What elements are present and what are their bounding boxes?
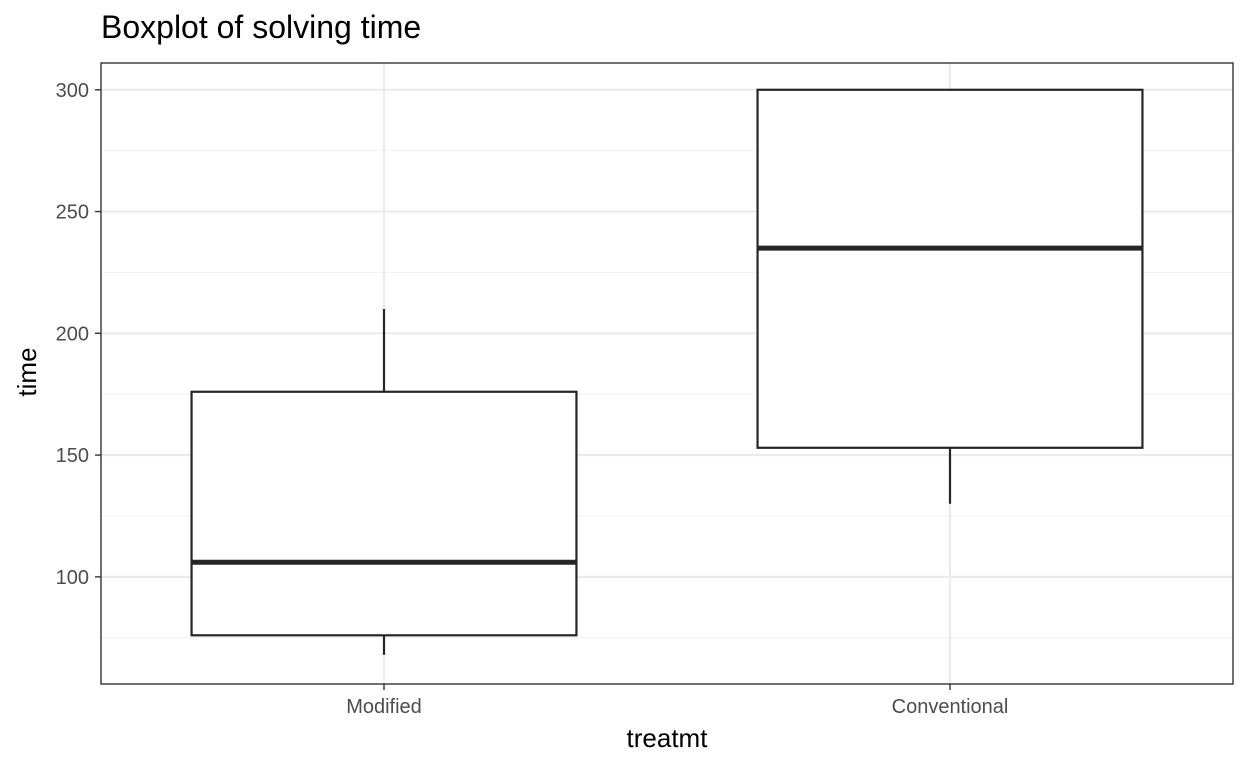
x-tick-label: Modified	[346, 696, 422, 718]
x-axis-ticks: Modified Conventional	[346, 684, 1008, 718]
chart-title: Boxplot of solving time	[101, 9, 421, 45]
panel-border	[100, 62, 1234, 685]
y-tick-label: 250	[56, 202, 89, 224]
box-conventional	[756, 88, 1144, 504]
y-tick-label: 200	[56, 323, 89, 345]
iqr-box	[756, 88, 1144, 449]
x-axis-label: treatmt	[627, 723, 709, 753]
y-tick-label: 150	[56, 445, 89, 467]
iqr-box	[190, 390, 578, 637]
boxes-layer	[190, 88, 1144, 655]
box-modified	[190, 308, 578, 655]
y-tick-label: 100	[56, 567, 89, 589]
y-axis-ticks: 100 150 200 250 300	[56, 80, 101, 589]
y-tick-label: 300	[56, 80, 89, 102]
y-axis-label: time	[12, 347, 42, 396]
x-tick-label: Conventional	[892, 696, 1009, 718]
